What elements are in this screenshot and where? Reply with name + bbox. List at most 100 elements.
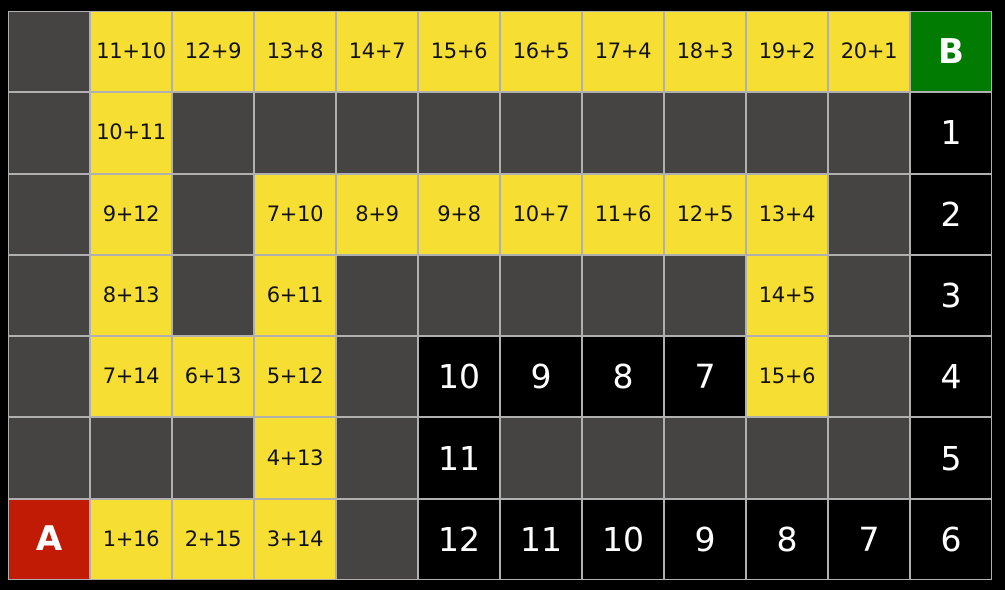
grid-cell-path[interactable]: 9+8 (419, 174, 499, 254)
grid-cell-path[interactable]: 5+12 (255, 337, 335, 417)
grid-cell-empty[interactable] (829, 337, 909, 417)
grid-cell-label: 19+2 (758, 39, 816, 64)
grid-cell-distance[interactable]: 8 (747, 499, 827, 579)
grid-cell-empty[interactable] (583, 418, 663, 498)
grid-cell-label: 17+4 (594, 39, 652, 64)
grid-cell-label: 7 (694, 357, 716, 397)
grid-cell-empty[interactable] (829, 418, 909, 498)
grid-cell-distance[interactable]: 10 (419, 337, 499, 417)
grid-cell-path[interactable]: 9+12 (91, 174, 171, 254)
grid-cell-empty[interactable] (337, 255, 417, 336)
grid-cell-label: 10 (438, 357, 480, 397)
grid-cell-label: 14+5 (758, 282, 816, 307)
grid-cell-path[interactable]: 7+10 (255, 174, 335, 254)
grid-cell-label: 10+7 (512, 201, 570, 226)
grid-cell-distance[interactable]: 11 (419, 418, 499, 498)
grid-cell-empty[interactable] (173, 174, 253, 254)
grid-cell-path[interactable]: 12+9 (173, 12, 253, 92)
grid-cell-path[interactable]: 6+11 (255, 255, 335, 336)
grid-cell-path[interactable]: 10+7 (501, 174, 581, 254)
grid-cell-path[interactable]: 18+3 (665, 12, 745, 92)
grid-cell-label: 2 (940, 194, 962, 234)
grid-cell-start-a[interactable]: A (9, 499, 89, 579)
grid-cell-distance[interactable]: 8 (583, 337, 663, 417)
grid-cell-empty[interactable] (501, 255, 581, 336)
grid-cell-empty[interactable] (419, 255, 499, 336)
grid-cell-path[interactable]: 4+13 (255, 418, 335, 498)
pathfinding-grid[interactable]: 11+10 12+9 13+8 14+7 15+6 16+5 17+4 18+3 19+2 20+… (8, 11, 992, 580)
grid-cell-path[interactable]: 3+14 (255, 499, 335, 579)
grid-cell-distance[interactable]: 3 (911, 255, 991, 336)
grid-cell-path[interactable]: 14+5 (747, 255, 827, 336)
grid-cell-path[interactable]: 6+13 (173, 337, 253, 417)
grid-cell-path[interactable]: 13+8 (255, 12, 335, 92)
grid-cell-path[interactable]: 8+9 (337, 174, 417, 254)
grid-cell-empty[interactable] (173, 93, 253, 173)
grid-cell-goal-b[interactable]: B (911, 12, 991, 92)
grid-cell-empty[interactable] (665, 255, 745, 336)
grid-cell-empty[interactable] (9, 418, 89, 498)
grid-cell-label: 16+5 (512, 39, 570, 64)
grid-cell-distance[interactable]: 9 (501, 337, 581, 417)
grid-cell-label: B (938, 31, 964, 72)
grid-cell-empty[interactable] (583, 255, 663, 336)
grid-cell-empty[interactable] (829, 174, 909, 254)
grid-cell-empty[interactable] (9, 337, 89, 417)
grid-cell-label: 15+6 (758, 364, 816, 389)
grid-cell-path[interactable]: 11+10 (91, 12, 171, 92)
grid-cell-empty[interactable] (337, 499, 417, 579)
grid-cell-empty[interactable] (9, 93, 89, 173)
grid-cell-empty[interactable] (91, 418, 171, 498)
grid-cell-empty[interactable] (337, 418, 417, 498)
grid-cell-empty[interactable] (583, 93, 663, 173)
grid-cell-distance[interactable]: 2 (911, 174, 991, 254)
grid-cell-distance[interactable]: 10 (583, 499, 663, 579)
grid-cell-label: 11 (520, 519, 562, 559)
grid-cell-empty[interactable] (9, 12, 89, 92)
grid-cell-path[interactable]: 11+6 (583, 174, 663, 254)
grid-cell-empty[interactable] (665, 418, 745, 498)
grid-cell-distance[interactable]: 7 (829, 499, 909, 579)
grid-cell-empty[interactable] (419, 93, 499, 173)
grid-cell-path[interactable]: 8+13 (91, 255, 171, 336)
grid-cell-empty[interactable] (747, 93, 827, 173)
grid-cell-empty[interactable] (173, 255, 253, 336)
grid-cell-label: 1 (940, 113, 962, 153)
grid-cell-empty[interactable] (829, 93, 909, 173)
grid-cell-label: 5+12 (266, 364, 324, 389)
grid-cell-path[interactable]: 13+4 (747, 174, 827, 254)
grid-cell-path[interactable]: 2+15 (173, 499, 253, 579)
grid-cell-empty[interactable] (747, 418, 827, 498)
grid-cell-path[interactable]: 1+16 (91, 499, 171, 579)
grid-cell-distance[interactable]: 4 (911, 337, 991, 417)
grid-cell-empty[interactable] (9, 255, 89, 336)
grid-cell-distance[interactable]: 11 (501, 499, 581, 579)
grid-cell-empty[interactable] (337, 337, 417, 417)
grid-cell-empty[interactable] (337, 93, 417, 173)
grid-cell-path[interactable]: 19+2 (747, 12, 827, 92)
grid-cell-path[interactable]: 20+1 (829, 12, 909, 92)
grid-cell-empty[interactable] (501, 93, 581, 173)
grid-cell-distance[interactable]: 6 (911, 499, 991, 579)
grid-cell-empty[interactable] (9, 174, 89, 254)
grid-cell-path[interactable]: 12+5 (665, 174, 745, 254)
grid-cell-path[interactable]: 14+7 (337, 12, 417, 92)
grid-cell-distance[interactable]: 1 (911, 93, 991, 173)
grid-cell-empty[interactable] (665, 93, 745, 173)
grid-cell-label: 4 (940, 357, 962, 397)
grid-cell-empty[interactable] (829, 255, 909, 336)
grid-cell-empty[interactable] (255, 93, 335, 173)
grid-cell-path[interactable]: 15+6 (747, 337, 827, 417)
grid-cell-path[interactable]: 15+6 (419, 12, 499, 92)
grid-cell-empty[interactable] (501, 418, 581, 498)
grid-cell-label: 9+12 (102, 201, 160, 226)
grid-cell-path[interactable]: 10+11 (91, 93, 171, 173)
grid-cell-distance[interactable]: 9 (665, 499, 745, 579)
grid-cell-distance[interactable]: 7 (665, 337, 745, 417)
grid-cell-empty[interactable] (173, 418, 253, 498)
grid-cell-path[interactable]: 17+4 (583, 12, 663, 92)
grid-cell-path[interactable]: 7+14 (91, 337, 171, 417)
grid-cell-path[interactable]: 16+5 (501, 12, 581, 92)
grid-cell-distance[interactable]: 12 (419, 499, 499, 579)
grid-cell-distance[interactable]: 5 (911, 418, 991, 498)
